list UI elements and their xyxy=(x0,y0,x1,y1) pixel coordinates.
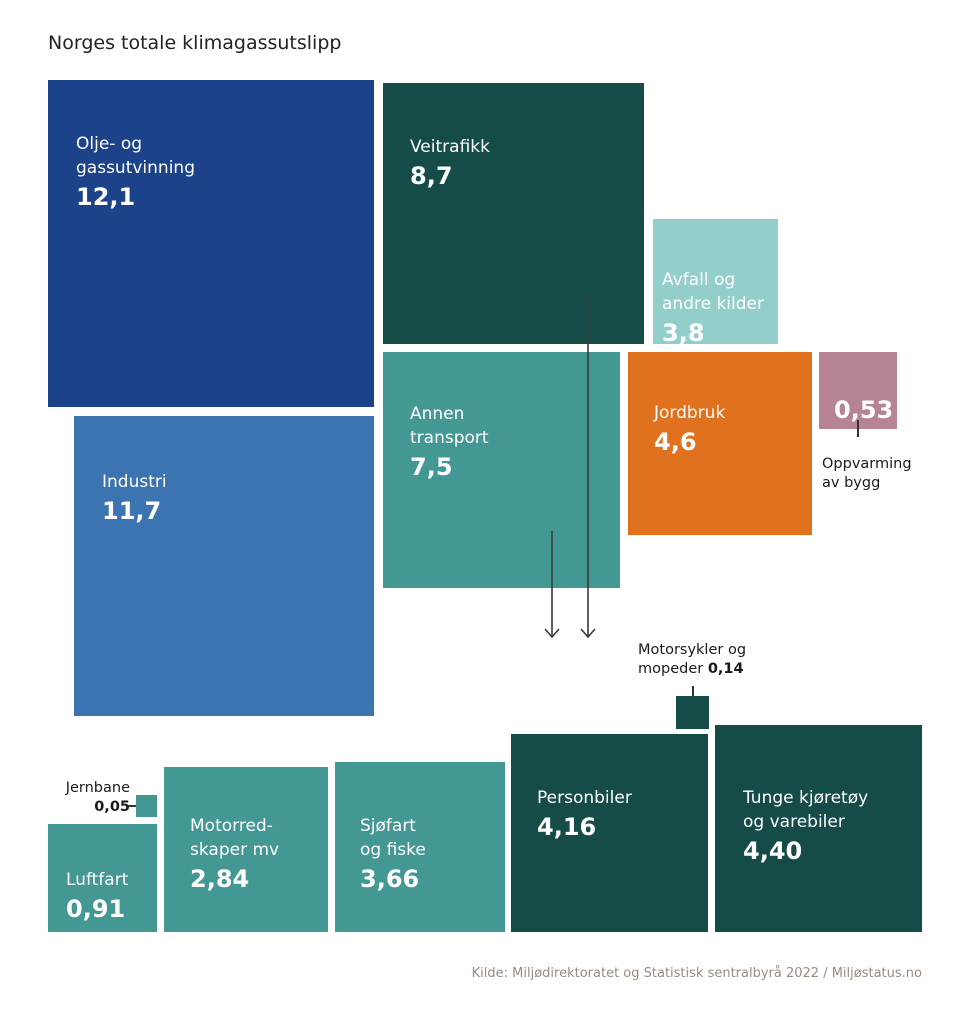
value-luftfart: 0,91 xyxy=(66,895,126,923)
value-olje: 12,1 xyxy=(76,183,136,211)
value-motorred: 2,84 xyxy=(190,865,250,893)
arrowhead-annen-transport xyxy=(544,628,560,639)
chart-title: Norges totale klimagassutslipp xyxy=(48,32,342,54)
box-oppvarming-av-bygg: 0,53 xyxy=(819,352,897,429)
value-industri: 11,7 xyxy=(102,497,162,525)
box-industri: Industri 11,7 xyxy=(74,416,374,716)
label-luftfart: Luftfart xyxy=(66,870,129,890)
box-jernbane xyxy=(136,795,157,817)
box-tunge-kjoretoy-varebiler: Tunge kjøretøy og varebiler 4,40 xyxy=(715,725,922,932)
leader-motorsykler xyxy=(692,686,694,704)
label-veitrafikk: Veitrafikk xyxy=(410,137,490,157)
value-sjofart: 3,66 xyxy=(360,865,420,893)
value-motorsykler: 0,14 xyxy=(707,661,744,677)
value-avfall: 3,8 xyxy=(662,319,705,347)
label-industri: Industri xyxy=(102,472,167,492)
label-motorred: Motorred- skaper mv xyxy=(190,816,280,860)
label-jordbruk: Jordbruk xyxy=(654,403,726,423)
box-motorredskaper: Motorred- skaper mv 2,84 xyxy=(164,767,328,932)
box-veitrafikk: Veitrafikk 8,7 xyxy=(383,83,644,344)
label-motorsykler: Motorsykler og mopeder 0,14 xyxy=(638,642,747,677)
arrowhead-veitrafikk xyxy=(580,628,596,639)
box-jordbruk: Jordbruk 4,6 xyxy=(628,352,812,535)
box-annen-transport: Annen transport 7,5 xyxy=(383,352,620,588)
label-jernbane: Jernbane 0,05 xyxy=(65,780,130,815)
label-personbiler: Personbiler xyxy=(537,788,632,808)
value-oppvarming: 0,53 xyxy=(834,396,894,424)
value-jernbane: 0,05 xyxy=(94,799,130,815)
value-tunge: 4,40 xyxy=(743,837,803,865)
box-personbiler: Personbiler 4,16 xyxy=(511,734,708,932)
value-annen-transport: 7,5 xyxy=(410,453,453,481)
value-personbiler: 4,16 xyxy=(537,813,597,841)
label-olje: Olje- og gassutvinning xyxy=(76,134,195,178)
box-motorsykler-mopeder xyxy=(676,696,709,729)
label-tunge: Tunge kjøretøy og varebiler xyxy=(743,788,869,832)
label-sjofart: Sjøfart og fiske xyxy=(360,816,426,860)
box-avfall-andre-kilder: Avfall og andre kilder 3,8 xyxy=(653,219,778,347)
value-veitrafikk: 8,7 xyxy=(410,162,453,190)
source-note: Kilde: Miljødirektoratet og Statistisk s… xyxy=(471,966,922,981)
label-avfall: Avfall og andre kilder xyxy=(662,270,764,314)
value-jordbruk: 4,6 xyxy=(654,428,697,456)
box-sjofart-fiske: Sjøfart og fiske 3,66 xyxy=(335,762,505,932)
box-luftfart: Luftfart 0,91 xyxy=(48,824,157,932)
label-oppvarming: Oppvarming av bygg xyxy=(822,456,912,491)
box-olje-gassutvinning: Olje- og gassutvinning 12,1 xyxy=(48,80,374,407)
label-annen-transport: Annen transport xyxy=(410,404,489,448)
leader-oppvarming xyxy=(857,420,859,437)
